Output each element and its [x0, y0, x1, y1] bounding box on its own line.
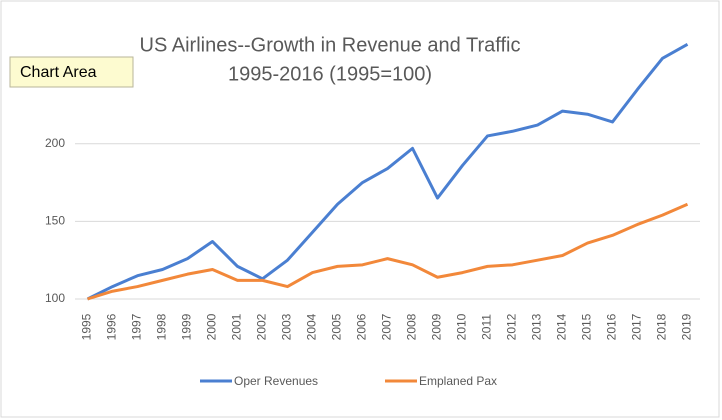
y-tick-label: 200: [45, 136, 65, 150]
legend-label: Emplaned Pax: [419, 374, 497, 388]
x-tick-label: 1996: [105, 313, 119, 340]
x-tick-label: 2012: [505, 313, 519, 340]
x-tick-label: 2008: [405, 313, 419, 340]
x-tick-label: 2018: [655, 313, 669, 340]
x-tick-label: 2010: [455, 313, 469, 340]
x-tick-label: 1998: [155, 313, 169, 340]
y-tick-label: 100: [45, 291, 65, 305]
x-tick-label: 2009: [430, 313, 444, 340]
x-tick-label: 1997: [130, 313, 144, 340]
x-tick-label: 2019: [680, 313, 694, 340]
y-tick-label: 150: [45, 214, 65, 228]
tooltip-box: [9, 56, 134, 88]
chart-subtitle: 1995-2016 (1995=100): [228, 63, 432, 85]
x-tick-label: 2005: [330, 313, 344, 340]
x-tick-label: 2013: [530, 313, 544, 340]
chart-title: US Airlines--Growth in Revenue and Traff…: [140, 34, 521, 56]
x-tick-label: 2011: [480, 314, 494, 340]
x-tick-label: 2007: [380, 313, 394, 340]
x-tick-label: 2002: [255, 313, 269, 340]
x-tick-label: 2000: [205, 313, 219, 340]
line-series: [86, 43, 689, 301]
x-tick-label: 1995: [80, 313, 94, 340]
x-tick-label: 2001: [230, 313, 244, 340]
x-tick-label: 2006: [355, 313, 369, 340]
x-tick-label: 1999: [180, 313, 194, 340]
x-tick-label: 2003: [280, 313, 294, 340]
x-tick-label: 2004: [305, 313, 319, 340]
x-tick-label: 2016: [605, 313, 619, 340]
x-tick-label: 2014: [555, 313, 569, 340]
legend-label: Oper Revenues: [234, 374, 318, 388]
tooltip-text: Chart Area: [20, 64, 97, 81]
x-tick-label: 2017: [630, 313, 644, 340]
x-tick-label: 2015: [580, 313, 594, 340]
line-series: [87, 202, 689, 301]
